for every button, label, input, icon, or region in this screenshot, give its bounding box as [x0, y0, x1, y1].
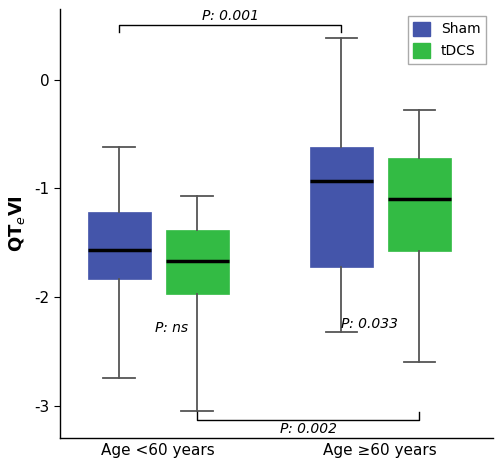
Text: P: ns: P: ns [154, 321, 188, 335]
Text: P: 0.002: P: 0.002 [280, 422, 337, 436]
PathPatch shape [310, 147, 373, 266]
Text: P: 0.001: P: 0.001 [202, 9, 258, 23]
Y-axis label: QT$_e$VI: QT$_e$VI [7, 195, 27, 252]
Legend: Sham, tDCS: Sham, tDCS [408, 16, 486, 64]
PathPatch shape [88, 213, 150, 279]
PathPatch shape [166, 230, 228, 294]
Text: P: 0.033: P: 0.033 [341, 317, 398, 331]
PathPatch shape [388, 158, 451, 252]
